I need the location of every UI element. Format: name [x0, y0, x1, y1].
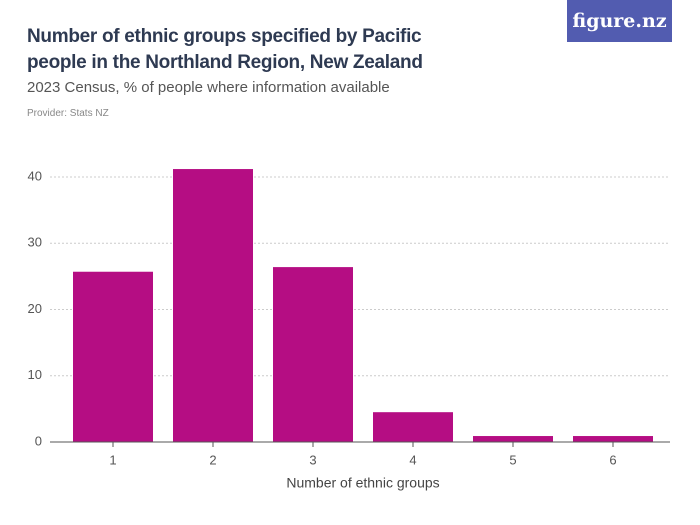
y-tick-label: 20: [28, 301, 42, 316]
y-tick-label: 10: [28, 367, 42, 382]
x-tick-label: 4: [409, 452, 416, 467]
y-tick-label: 40: [28, 168, 42, 183]
provider: Provider: Stats NZ: [27, 108, 109, 119]
bar: [373, 412, 453, 442]
y-tick-label: 30: [28, 235, 42, 250]
logo[interactable]: figure.nz: [567, 0, 672, 42]
bar: [273, 267, 353, 442]
bar: [473, 436, 553, 442]
x-tick-label: 1: [109, 452, 116, 467]
x-axis-label: Number of ethnic groups: [286, 475, 439, 491]
x-tick-label: 2: [209, 452, 216, 467]
chart-subtitle: 2023 Census, % of people where informati…: [27, 79, 390, 96]
bar: [173, 169, 253, 443]
y-tick-label: 0: [35, 433, 42, 448]
x-tick-label: 6: [609, 452, 616, 467]
x-tick-label: 3: [309, 452, 316, 467]
chart-title: Number of ethnic groups specified by Pac…: [27, 26, 423, 73]
bar: [573, 436, 653, 442]
bar: [73, 271, 153, 442]
x-tick-label: 5: [509, 452, 516, 467]
